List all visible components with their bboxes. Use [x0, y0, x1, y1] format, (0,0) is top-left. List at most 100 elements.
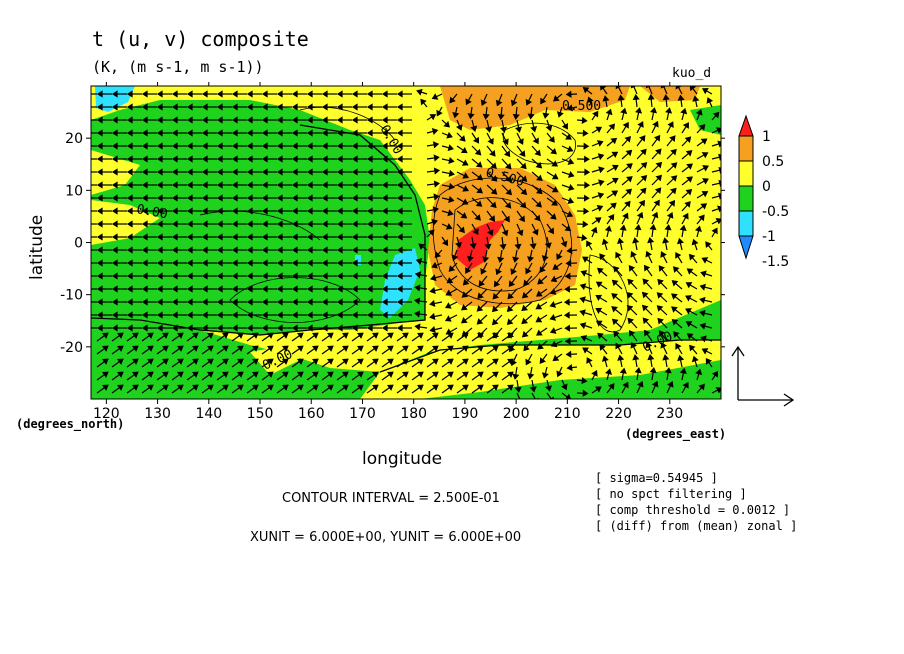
wind-vector-head: [615, 342, 622, 350]
wind-vector-head: [630, 341, 638, 349]
wind-vector-head: [461, 358, 469, 365]
wind-vector-head: [326, 358, 334, 365]
wind-vector-head: [490, 175, 498, 182]
wind-vector-head: [563, 298, 570, 306]
wind-vector-head: [321, 285, 328, 293]
wind-vector-head: [688, 253, 696, 261]
wind-vector-head: [583, 142, 590, 150]
wind-vector-head: [617, 94, 625, 101]
wind-vector-head: [503, 150, 511, 158]
wind-vector-head: [306, 116, 313, 124]
wind-vector-head: [336, 311, 343, 319]
wind-vector-head: [476, 318, 484, 325]
wind-vector-head: [141, 181, 148, 189]
wind-vector-head: [251, 384, 259, 391]
wind-vector-head: [201, 259, 208, 267]
wind-vector-head: [336, 246, 343, 254]
wind-vector-head: [529, 386, 537, 393]
wind-vector-head: [321, 90, 328, 98]
wind-vector-head: [201, 90, 208, 98]
wind-vector-head: [549, 314, 557, 321]
wind-vector-head: [141, 259, 148, 267]
wind-vector-head: [246, 233, 253, 241]
colorbar-cap-bottom: [738, 235, 754, 260]
wind-vector-head: [311, 332, 319, 339]
wind-vector-head: [321, 311, 328, 319]
wind-vector-head: [96, 168, 103, 176]
wind-vector-head: [381, 285, 388, 293]
wind-vector-head: [432, 206, 440, 214]
wind-vector-head: [356, 345, 364, 352]
wind-vector-head: [291, 129, 298, 137]
wind-vector-head: [201, 246, 208, 254]
wind-vector-head: [321, 116, 328, 124]
wind-vector-head: [156, 103, 163, 111]
wind-vector-head: [582, 347, 589, 354]
wind-vector-head: [141, 272, 148, 280]
wind-vector-head: [231, 142, 238, 150]
wind-vector-head: [545, 385, 552, 392]
wind-vector-head: [141, 142, 148, 150]
wind-vector-head: [475, 161, 483, 168]
wind-vector-head: [596, 140, 604, 147]
wind-vector-head: [448, 182, 455, 190]
wind-vector-head: [141, 155, 148, 163]
wind-vector-head: [595, 126, 603, 133]
wind-vector-head: [366, 103, 373, 111]
wind-vector-head: [581, 116, 588, 125]
wind-vector-head: [597, 153, 605, 161]
wind-vector-head: [640, 175, 648, 182]
wind-vector-head: [521, 330, 529, 338]
wind-vector-head: [514, 243, 522, 250]
wind-vector-head: [371, 371, 379, 378]
wind-vector-head: [381, 311, 388, 319]
wind-vector-head: [96, 285, 103, 293]
yellow-patch-south: [250, 345, 300, 375]
wind-vector-head: [461, 345, 469, 352]
wind-vector-head: [351, 129, 358, 137]
wind-vector-head: [336, 194, 343, 202]
wind-vector-head: [221, 345, 229, 352]
wind-vector-head: [83, 92, 87, 97]
wind-vector-head: [126, 142, 133, 150]
wind-vector-head: [386, 345, 394, 352]
wind-vector-head: [445, 223, 453, 230]
wind-vector-head: [641, 291, 649, 299]
wind-vector-head: [261, 246, 268, 254]
wind-vector-head: [206, 345, 214, 352]
wind-vector-head: [206, 358, 214, 365]
wind-vector-head: [336, 324, 343, 332]
wind-vector-head: [552, 263, 560, 270]
wind-vector-head: [276, 233, 283, 241]
wind-vector-head: [276, 129, 283, 137]
wind-vector-head: [667, 121, 674, 128]
wind-vector-head: [291, 285, 298, 293]
wind-vector-head: [351, 103, 358, 111]
wind-vector-head: [700, 203, 708, 210]
wind-vector-head: [231, 168, 238, 176]
wind-vector-head: [642, 317, 650, 325]
wind-vector-head: [567, 184, 575, 191]
wind-vector-head: [216, 155, 223, 163]
wind-vector-head: [466, 255, 474, 263]
note-line: [ no spct filtering ]: [595, 487, 747, 501]
wind-vector-head: [306, 194, 313, 202]
wind-vector-head: [296, 345, 304, 352]
wind-vector-head: [306, 233, 313, 241]
wind-vector-head: [564, 272, 571, 280]
wind-vector-head: [396, 116, 403, 124]
wind-vector-head: [111, 155, 118, 163]
wind-vector-head: [431, 218, 438, 226]
orange-region-north: [440, 86, 630, 130]
wind-vector-head: [461, 332, 469, 339]
wind-vector-head: [549, 301, 557, 308]
wind-vector-head: [216, 298, 223, 306]
wind-vector-head: [625, 188, 633, 196]
wind-vector-head: [321, 103, 328, 111]
wind-vector-head: [679, 367, 687, 375]
wind-vector-head: [321, 259, 328, 267]
wind-vector-head: [96, 233, 103, 241]
wind-vector-head: [126, 259, 133, 267]
wind-vector: [531, 392, 536, 399]
wind-vector-head: [684, 201, 691, 208]
